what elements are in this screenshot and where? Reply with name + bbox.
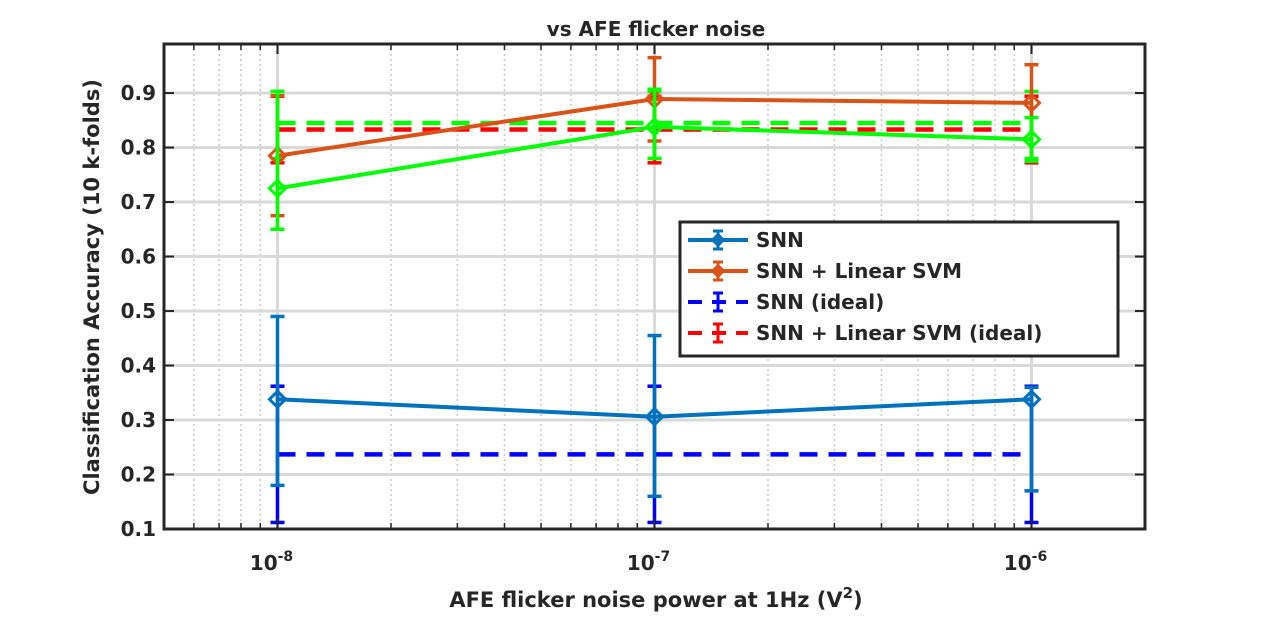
x-tick-label-base: 10 [1004,551,1032,575]
tick-layer: 10-8 10-7 10-60.10.20.30.40.50.60.70.80.9 [121,44,1145,575]
y-tick-label: 0.9 [121,81,156,105]
x-tick-label: 10-6 [1004,549,1047,575]
legend-box [678,220,1120,358]
data-point [267,389,288,410]
data-point [1021,389,1042,410]
x-tick-label-base: 10 [250,551,278,575]
legend-label: SNN + Linear SVM (ideal) [756,321,1042,345]
y-tick-label: 0.1 [121,517,156,541]
data-point [644,406,665,427]
x-tick-label-exponent: -6 [1032,549,1048,565]
x-axis-label-main: AFE flicker noise power at 1Hz (V [449,588,843,612]
x-axis-label-superscript: 2 [843,584,853,602]
y-tick-label: 0.5 [121,299,156,323]
data-point [1021,92,1042,113]
legend-label: SNN (ideal) [756,290,884,314]
x-axis-label: AFE flicker noise power at 1Hz (V2) [449,584,862,612]
y-tick-label: 0.6 [121,245,156,269]
x-tick-label-exponent: -7 [655,549,671,565]
legend: SNN SNN + Linear SVM SNN (ideal) SNN + Line… [678,220,1120,358]
x-tick-label-exponent: -8 [278,549,294,565]
legend-swatch-marker [710,263,726,279]
legend-label: SNN [756,228,804,252]
x-axis-label-close: ) [853,588,863,612]
x-tick-label-base: 10 [627,551,655,575]
x-tick-label: 10-7 [627,549,670,575]
series-layer [267,55,1042,525]
data-point [267,178,288,199]
y-tick-label: 0.4 [121,354,156,378]
y-axis-label: Classification Accuracy (10 k-folds) [80,79,104,495]
data-point [1021,129,1042,150]
series-0 [267,314,1042,499]
y-tick-label: 0.3 [121,408,156,432]
y-tick-label: 0.8 [121,136,156,160]
y-tick-label: 0.2 [121,463,156,487]
series-4 [267,87,1042,232]
x-tick-label: 10-8 [250,549,293,575]
y-tick-label: 0.7 [121,190,156,214]
legend-label: SNN + Linear SVM [756,259,962,283]
data-point [644,116,665,137]
chart-title: vs AFE flicker noise [547,17,766,41]
legend-swatch-marker [710,232,726,248]
